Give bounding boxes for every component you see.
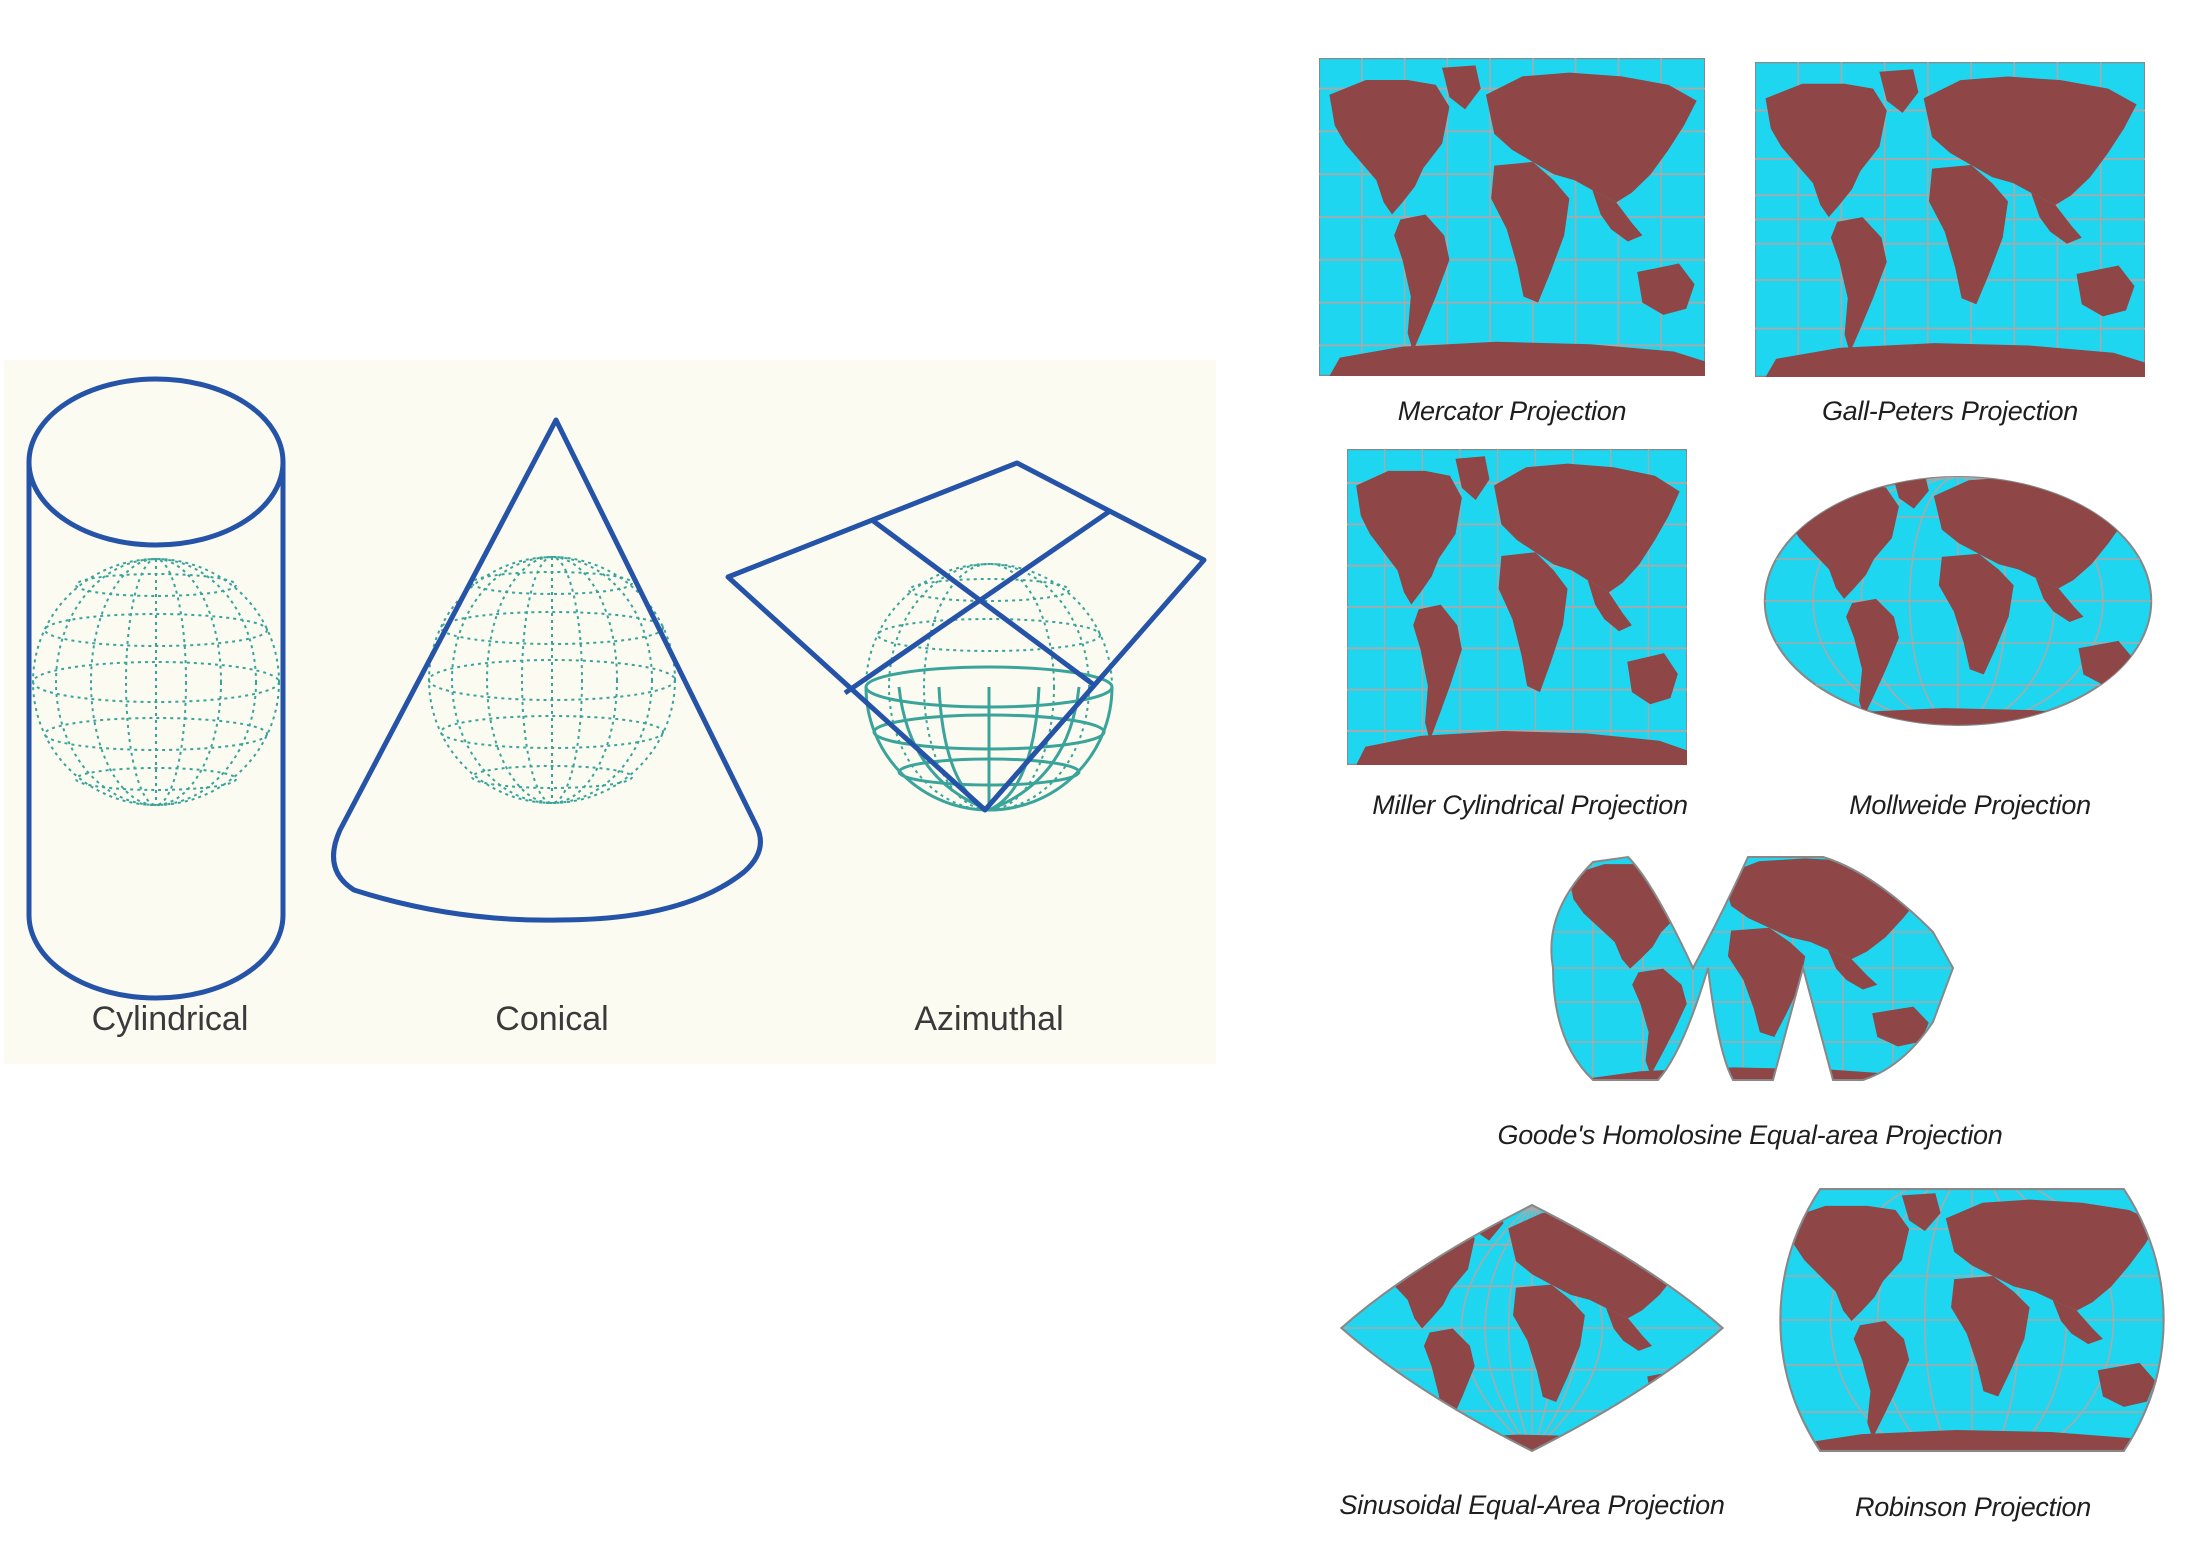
surface-label-azimuthal: Azimuthal — [914, 1000, 1064, 1038]
cylinder-diagram — [26, 376, 286, 1001]
miller-map — [1347, 449, 1687, 765]
mollweide-map — [1762, 475, 2154, 727]
goode-map — [1533, 852, 1963, 1084]
caption-mollweide: Mollweide Projection — [1849, 790, 2091, 820]
globe-in-cone — [428, 556, 676, 804]
azimuthal-diagram — [725, 460, 1207, 813]
caption-goode: Goode's Homolosine Equal-area Projection — [1497, 1120, 2003, 1150]
caption-sinusoidal: Sinusoidal Equal-Area Projection — [1339, 1490, 1725, 1520]
surface-label-conical: Conical — [495, 1000, 609, 1038]
caption-robinson: Robinson Projection — [1855, 1492, 2091, 1522]
cone-diagram — [331, 417, 763, 923]
caption-miller: Miller Cylindrical Projection — [1372, 790, 1688, 820]
globe-under-plane — [864, 563, 1114, 812]
surfaces-drawing — [26, 376, 1207, 1001]
mercator-map — [1319, 58, 1705, 376]
globe-in-cylinder — [32, 558, 280, 806]
gall-peters-map — [1755, 62, 2145, 377]
caption-gall-peters: Gall-Peters Projection — [1821, 396, 2078, 426]
robinson-map — [1778, 1187, 2166, 1453]
tangent-plane — [725, 460, 1207, 813]
caption-mercator: Mercator Projection — [1397, 396, 1627, 426]
projection-surfaces-diagram: Cylindrical Conical Azimuthal — [4, 360, 1216, 1064]
surface-label-cylindrical: Cylindrical — [91, 1000, 249, 1038]
sinusoidal-map — [1333, 1203, 1731, 1453]
